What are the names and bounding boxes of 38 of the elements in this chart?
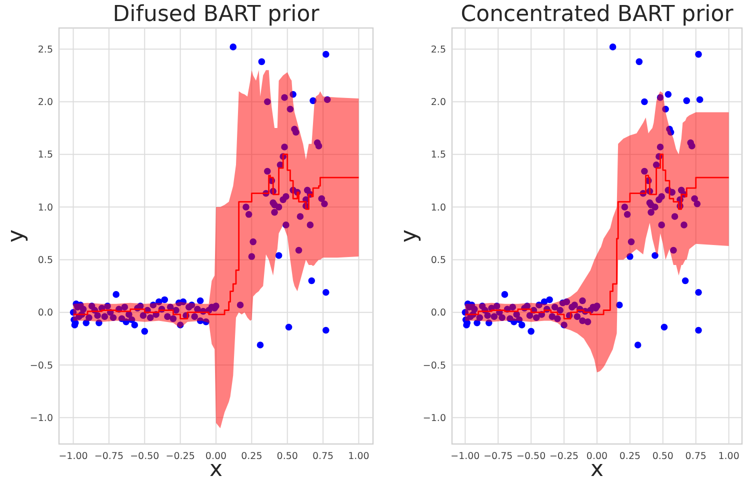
y-tick-label: −0.5 [422, 360, 446, 372]
x-tick-label: 0.75 [312, 451, 334, 462]
x-tick-label: 0.50 [276, 451, 298, 462]
y-axis-title: y [4, 229, 29, 243]
y-axis-title: y [397, 229, 422, 243]
y-tick-label: 0.5 [430, 255, 446, 266]
x-tick-label: 0.75 [685, 451, 706, 462]
y-tick-label: 0.0 [430, 308, 446, 319]
y-tick-label: 0.5 [38, 255, 53, 266]
x-tick-label: −0.50 [516, 451, 546, 462]
y-tick-label: 2.5 [430, 44, 446, 56]
x-tick-label: −0.75 [94, 451, 124, 462]
x-tick-label: 0.25 [241, 451, 262, 462]
x-tick-label: 0.25 [619, 451, 641, 462]
x-tick-label: −0.25 [166, 451, 195, 462]
x-tick-label: 0.00 [205, 451, 227, 462]
x-tick-label: −0.50 [130, 451, 160, 462]
y-tick-label: −1.0 [422, 412, 446, 424]
y-tick-label: 1.5 [38, 150, 53, 161]
chart-title: Difused BART prior [112, 2, 320, 27]
y-tick-label: −1.0 [30, 412, 53, 424]
y-tick-label: 1.5 [430, 150, 446, 161]
x-tick-label: 1.00 [718, 451, 740, 462]
x-tick-label: −1.00 [58, 451, 88, 462]
x-tick-label: 1.00 [348, 451, 370, 462]
x-tick-label: 0.50 [652, 451, 674, 462]
x-tick-label: −1.00 [450, 451, 480, 462]
chart-title: Concentrated BART prior [460, 2, 734, 27]
y-tick-label: −0.5 [30, 360, 53, 372]
y-tick-label: 2.0 [38, 97, 53, 108]
y-tick-label: 1.0 [430, 202, 446, 214]
y-tick-label: 2.0 [430, 97, 446, 108]
y-tick-label: 0.0 [38, 308, 53, 319]
y-tick-label: 2.5 [38, 44, 53, 56]
x-tick-label: −0.25 [549, 451, 579, 462]
x-tick-label: −0.75 [484, 451, 513, 462]
y-tick-label: 1.0 [38, 202, 53, 214]
x-tick-label: 0.00 [586, 451, 608, 462]
